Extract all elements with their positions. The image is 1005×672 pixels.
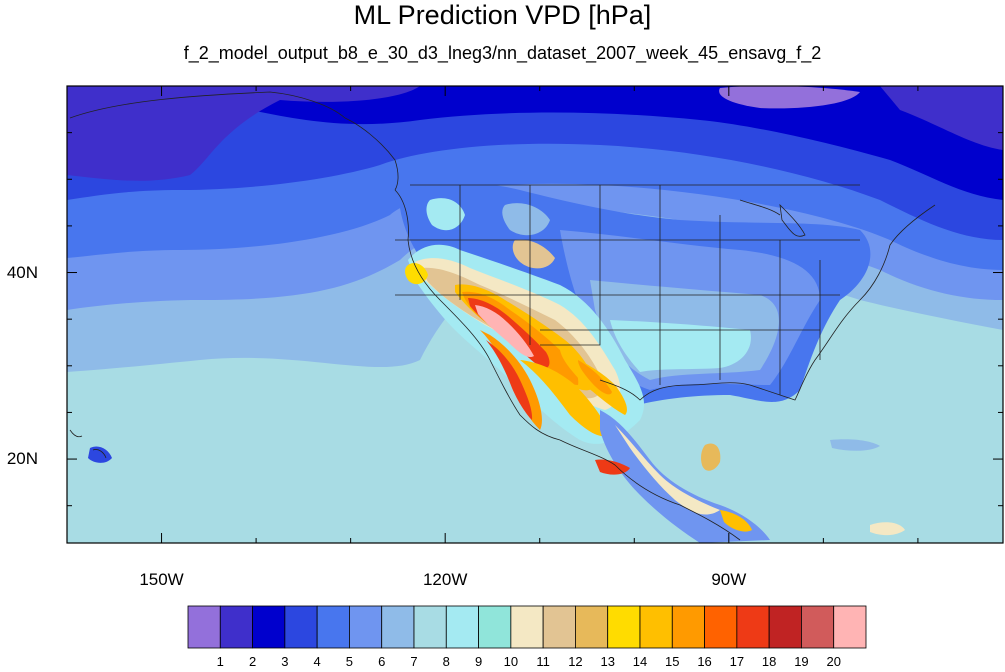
- colorbar-label: 5: [345, 654, 354, 669]
- colorbar-label: 6: [378, 654, 386, 669]
- colorbar-swatch: [575, 605, 609, 649]
- colorbar-label: 15: [665, 654, 680, 669]
- lat-tick-label: 20N: [6, 449, 38, 469]
- colorbar-label: 3: [281, 654, 289, 669]
- colorbar-swatch: [671, 605, 705, 649]
- colorbar-swatch: [801, 605, 835, 649]
- lon-tick-label: 120W: [422, 570, 468, 589]
- colorbar-label: 18: [761, 654, 777, 669]
- colorbar-swatch: [542, 605, 576, 649]
- colorbar-label: 14: [632, 654, 648, 669]
- plot-subtitle: f_2_model_output_b8_e_30_d3_lneg3/nn_dat…: [183, 43, 822, 63]
- colorbar-label: 10: [503, 654, 519, 669]
- colorbar-swatch: [187, 605, 221, 649]
- colorbar-swatch: [381, 605, 415, 649]
- colorbar-swatch: [284, 605, 318, 649]
- colorbar-swatch: [316, 605, 350, 649]
- colorbar-swatch: [639, 605, 673, 649]
- colorbar-label: 13: [600, 654, 615, 669]
- colorbar-label: 16: [697, 654, 712, 669]
- colorbar-label: 9: [474, 654, 483, 669]
- colorbar-label: 4: [313, 654, 321, 669]
- colorbar-label: 20: [826, 654, 841, 669]
- colorbar-swatch: [478, 605, 512, 649]
- colorbar-swatch: [349, 605, 383, 649]
- map-frame: [66, 85, 1004, 544]
- colorbar-swatch: [607, 605, 641, 649]
- colorbar-label: 8: [442, 654, 450, 669]
- vpd-field: [67, 86, 1003, 543]
- colorbar-swatch: [413, 605, 447, 649]
- colorbar-label: 2: [248, 654, 257, 669]
- colorbar-label: 17: [729, 654, 745, 669]
- plot-title: ML Prediction VPD [hPa]: [353, 0, 652, 30]
- colorbar-swatch: [736, 605, 770, 649]
- colorbar-swatch: [768, 605, 802, 649]
- colorbar-label: 19: [794, 654, 809, 669]
- colorbar-swatch: [219, 605, 253, 649]
- colorbar-swatch: [704, 605, 738, 649]
- colorbar: [187, 605, 867, 649]
- lon-tick-label: 90W: [711, 570, 747, 589]
- colorbar-label: 11: [536, 654, 550, 669]
- axis-ticks: [67, 86, 1003, 543]
- colorbar-swatch: [445, 605, 479, 649]
- lon-tick-label: 150W: [139, 570, 184, 589]
- colorbar-label: 12: [568, 654, 583, 669]
- colorbar-label: 7: [410, 654, 418, 669]
- lat-tick-label: 40N: [6, 262, 38, 282]
- colorbar-label: 1: [216, 654, 224, 669]
- colorbar-swatch: [510, 605, 544, 649]
- colorbar-swatch: [833, 605, 867, 649]
- colorbar-swatch: [252, 605, 286, 649]
